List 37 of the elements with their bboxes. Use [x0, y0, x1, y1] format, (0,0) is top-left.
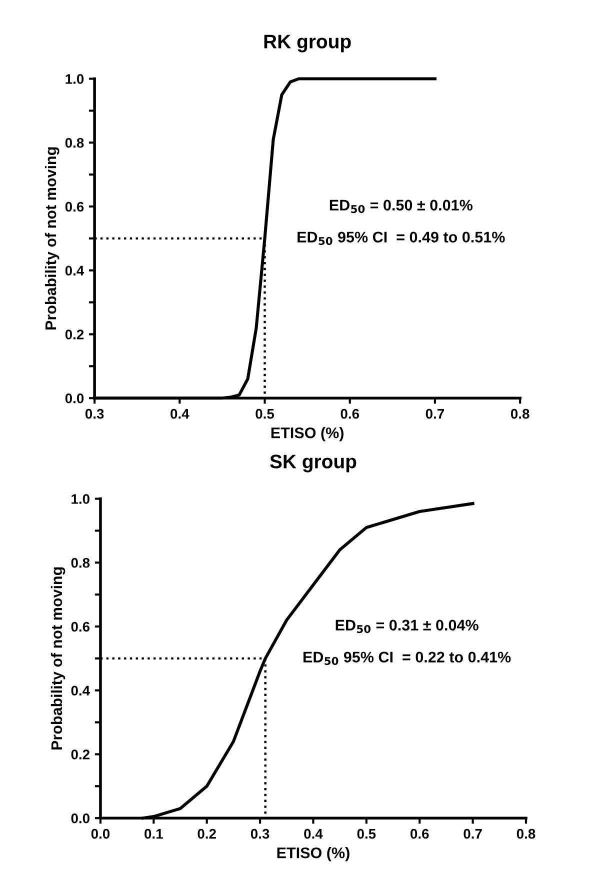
x-tick-label: 0.4: [304, 828, 323, 839]
annotation: ED$_{50}$ = 0.31 ± 0.04%: [336, 620, 478, 634]
x-tick-label: 0.8: [516, 828, 536, 839]
x-tick-label: 0.4: [170, 408, 190, 419]
x-axis-title: ETISO (%): [277, 847, 350, 862]
annotation: ED$_{50}$ 95% CI = 0.22 to 0.41%: [304, 652, 511, 666]
annotation: ED$_{50}$ = 0.50 ± 0.01%: [330, 200, 473, 214]
x-tick-label: 0.0: [91, 828, 110, 839]
chart-title: SK group: [270, 454, 356, 472]
y-tick-label: 0.8: [65, 138, 84, 148]
y-tick-label: 0.0: [71, 813, 90, 824]
x-tick-label: 0.7: [426, 408, 444, 419]
y-tick-label: 0.8: [71, 558, 90, 568]
y-tick-label: 1.0: [72, 494, 90, 504]
x-tick-label: 0.3: [85, 408, 104, 419]
x-tick-label: 0.2: [198, 828, 216, 839]
y-tick-label: 0.6: [71, 622, 90, 632]
x-tick-label: 0.1: [144, 828, 163, 839]
y-tick-label: 0.4: [65, 266, 84, 276]
y-tick-label: 0.2: [65, 330, 84, 340]
y-tick-label: 0.0: [65, 393, 84, 404]
y-axis-title: Probability of not moving: [44, 147, 60, 330]
y-tick-label: 0.6: [65, 202, 84, 212]
annotation: ED$_{50}$ 95% CI = 0.49 to 0.51%: [298, 232, 505, 246]
x-tick-label: 0.6: [410, 828, 429, 839]
x-tick-label: 0.5: [256, 408, 274, 419]
x-tick-label: 0.6: [340, 408, 360, 419]
y-axis-title: Probability of not moving: [50, 567, 66, 750]
chart-title: RK group: [264, 34, 351, 52]
y-tick-label: 0.4: [71, 686, 90, 696]
x-axis-title: ETISO (%): [271, 427, 344, 442]
x-tick-label: 0.7: [464, 828, 482, 839]
x-tick-label: 0.3: [250, 828, 270, 839]
y-tick-label: 0.2: [71, 750, 90, 760]
x-tick-label: 0.8: [510, 408, 530, 419]
y-tick-label: 1.0: [66, 74, 84, 84]
x-tick-label: 0.5: [357, 828, 376, 839]
